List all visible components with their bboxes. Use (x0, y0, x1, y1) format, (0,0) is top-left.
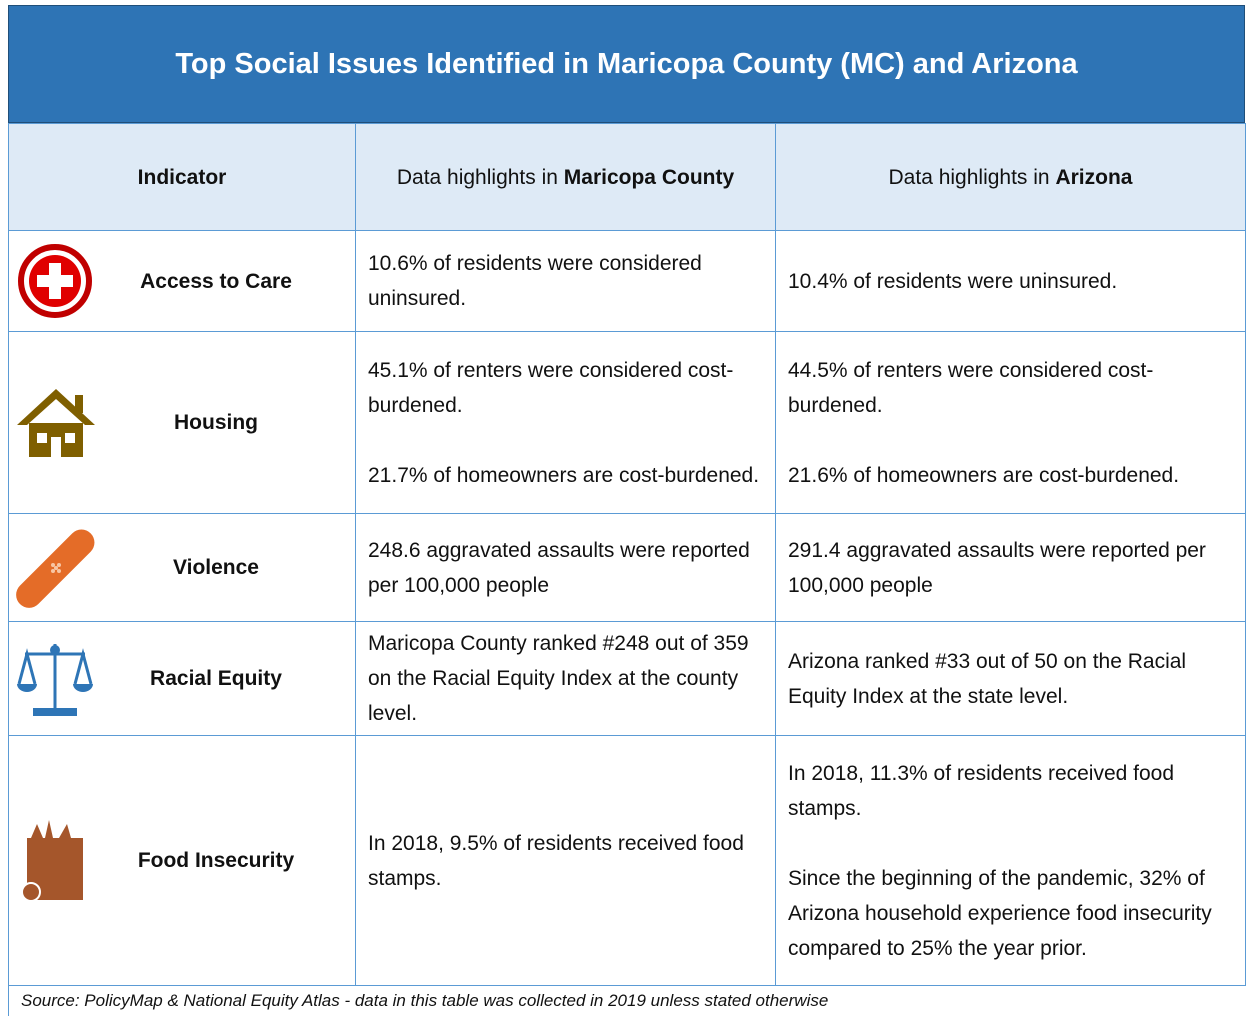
table-row: Racial Equity Maricopa County ranked #248… (8, 621, 1246, 736)
icon (18, 244, 92, 318)
header-text: Data highlights in (396, 165, 558, 189)
source: Source: PolicyMap & National Equity Atla… (8, 986, 1245, 1016)
maricopa-cell: 45.1% of renters were considered cost-bu… (355, 331, 776, 514)
header-bold: Arizona (1055, 165, 1133, 189)
icon (16, 529, 95, 608)
paragraph: Arizona ranked #33 out of 50 on the Raci… (788, 649, 1187, 708)
indicator-cell: Access to Care (8, 230, 356, 332)
indicator-cell: Food Insecurity (8, 735, 356, 986)
table-row: Food Insecurity In 2018, 9.5% of resident… (8, 735, 1246, 986)
document: Top Social Issues Identified in Maricopa… (8, 5, 1246, 1016)
arizona-cell: Arizona ranked #33 out of 50 on the Raci… (775, 621, 1246, 736)
paragraph: 44.5% of renters were considered cost-bu… (788, 358, 1154, 417)
indicator-cell: Housing (8, 331, 356, 514)
arizona-cell: 10.4% of residents were uninsured. (775, 230, 1246, 332)
paragraph: 21.7% of homeowners are cost-burdened. (368, 463, 760, 487)
arizona-cell: 44.5% of renters were considered cost-bu… (775, 331, 1246, 514)
title-bar: Top Social Issues Identified in Maricopa… (8, 5, 1245, 123)
arizona-cell: 291.4 aggravated assaults were reported … (775, 513, 1246, 622)
icon (21, 819, 83, 902)
header-cell: Data highlights in Maricopa County (355, 123, 776, 231)
paragraph: 10.6% of residents were considered unins… (368, 252, 702, 310)
paragraph: 248.6 aggravated assaults were reported … (368, 538, 750, 597)
table-row: Housing 45.1% of renters were considered … (8, 331, 1246, 514)
maricopa-cell: In 2018, 9.5% of residents received food… (355, 735, 776, 986)
paragraph: 45.1% of renters were considered cost-bu… (368, 358, 734, 417)
indicator-label: Racial Equity (150, 667, 282, 690)
paragraph: 10.4% of residents were uninsured. (788, 269, 1118, 293)
header-cell: Data highlights in Arizona (775, 123, 1246, 231)
header-bold: Maricopa County (563, 165, 735, 189)
maricopa-cell: 10.6% of residents were considered unins… (355, 230, 776, 332)
paragraph: Maricopa County ranked #248 out of 359 o… (368, 632, 749, 725)
indicator-label: Food Insecurity (137, 849, 295, 872)
maricopa-cell: Maricopa County ranked #248 out of 359 o… (355, 621, 776, 736)
table-row: Violence 248.6 aggravated assaults were r… (8, 513, 1246, 622)
table-body: Access to Care 10.6% of residents were co… (8, 230, 1246, 986)
header-text: Data highlights in (888, 165, 1050, 189)
header-row: Indicator Data highlights in Maricopa Co… (8, 123, 1246, 231)
indicator-cell: Racial Equity (8, 621, 356, 736)
maricopa-cell: 248.6 aggravated assaults were reported … (355, 513, 776, 622)
title: Top Social Issues Identified in Maricopa… (175, 47, 1078, 80)
paragraph: In 2018, 11.3% of residents received foo… (788, 761, 1175, 820)
indicator-label: Access to Care (140, 269, 292, 293)
icon (17, 388, 95, 457)
paragraph: 21.6% of homeowners are cost-burdened. (788, 463, 1180, 487)
paragraph: In 2018, 9.5% of residents received food… (368, 831, 744, 890)
icon (17, 643, 93, 716)
header-cell: Indicator (8, 123, 356, 231)
paragraph: Since the beginning of the pandemic, 32%… (788, 866, 1212, 960)
indicator-cell: Violence (8, 513, 356, 622)
paragraph: 291.4 aggravated assaults were reported … (788, 538, 1206, 597)
indicator-label: Violence (173, 556, 259, 579)
indicator-label: Housing (174, 411, 258, 434)
table-row: Access to Care 10.6% of residents were co… (8, 230, 1246, 332)
table: Indicator Data highlights in Maricopa Co… (8, 123, 1246, 986)
arizona-cell: In 2018, 11.3% of residents received foo… (775, 735, 1246, 986)
